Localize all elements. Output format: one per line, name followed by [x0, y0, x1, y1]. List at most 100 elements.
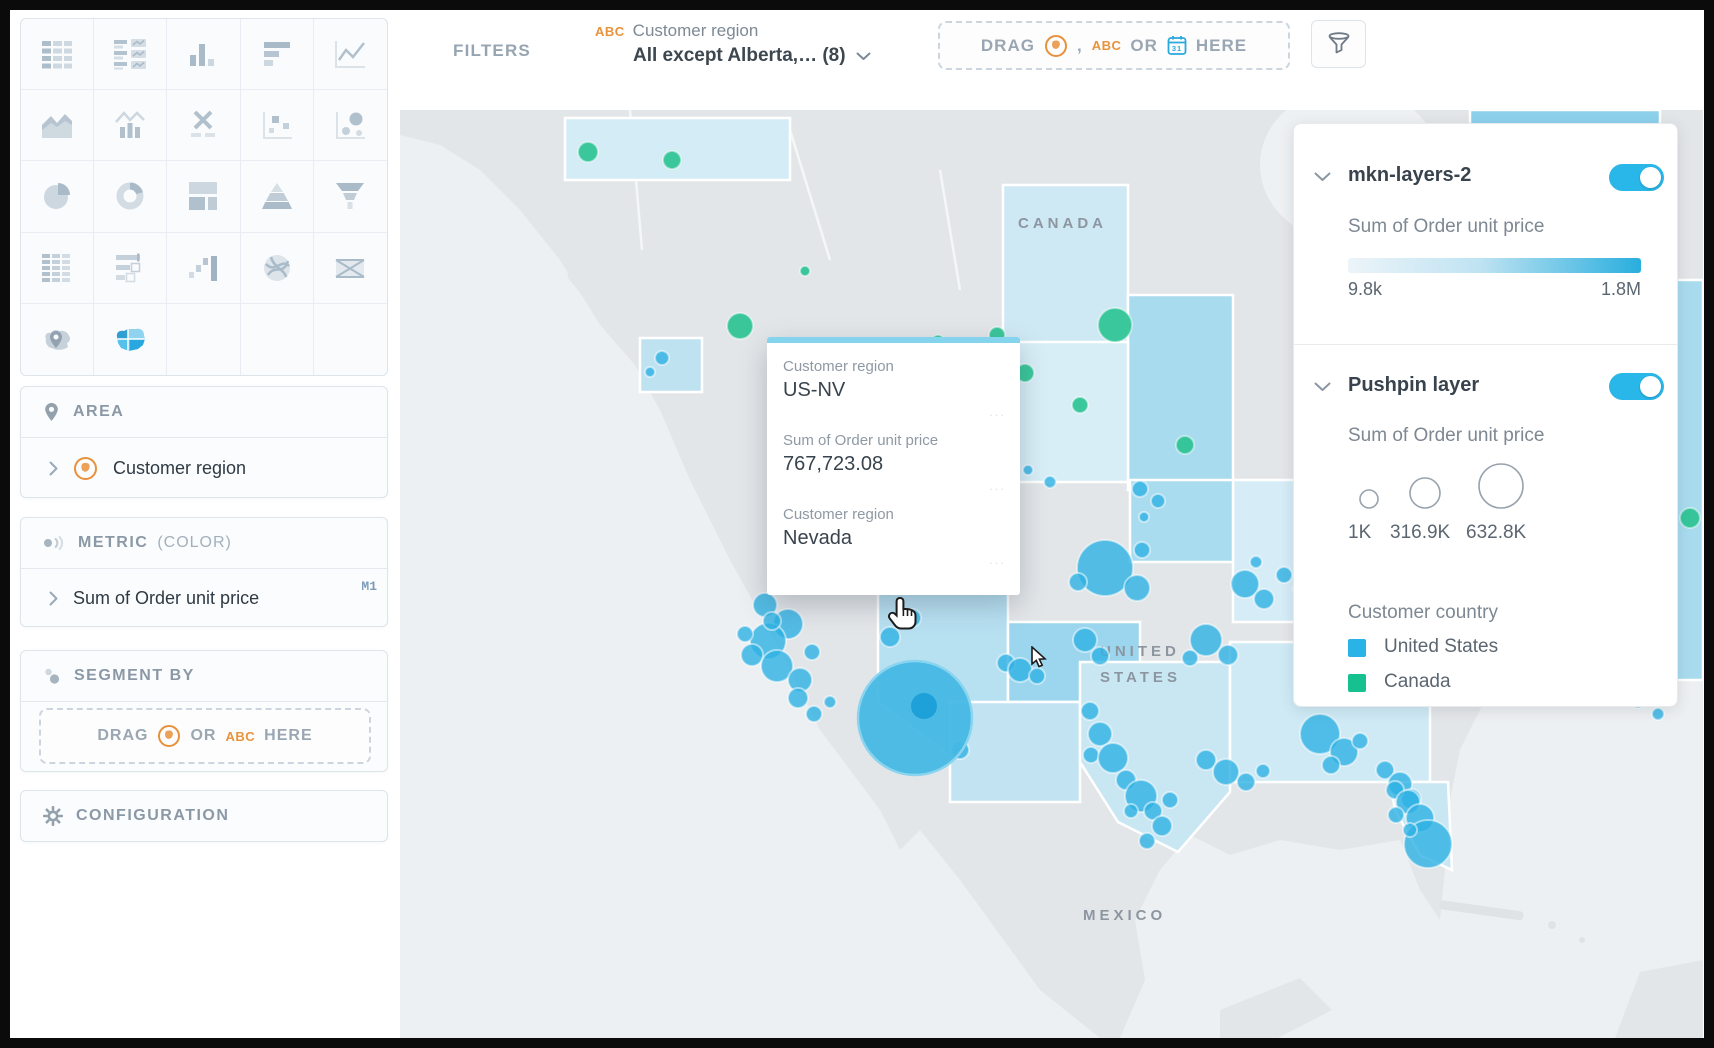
viz-funnel-chart-icon[interactable]: [313, 161, 387, 233]
metric-item-sum-order-unit-price[interactable]: Sum of Order unit price: [21, 569, 387, 628]
viz-waterfall-icon[interactable]: [167, 232, 241, 304]
chevron-down-icon[interactable]: [1314, 172, 1331, 182]
viz-bar-chart-icon[interactable]: [167, 19, 241, 91]
metric-badge: M1: [361, 579, 377, 594]
waterfall-icon: [189, 255, 218, 281]
tooltip-label: Customer region: [783, 358, 894, 375]
map-label-united: UNITED: [1100, 643, 1180, 660]
canada-legend-label: Canada: [1384, 671, 1451, 692]
donut-chart-icon: [116, 182, 144, 210]
viz-pie-chart-icon[interactable]: [21, 161, 95, 233]
filter-drop-drag-text: DRAG: [980, 35, 1035, 55]
viz-bullet-chart-icon[interactable]: [94, 232, 168, 304]
viz-histogram-icon[interactable]: [167, 90, 241, 162]
filter-chip-attribute: Customer region: [632, 21, 759, 40]
viz-donut-chart-icon[interactable]: [94, 161, 168, 233]
chevron-right-icon: [49, 461, 58, 476]
size-label-small: 1K: [1348, 522, 1372, 543]
metric-panel-title: METRIC: [78, 534, 149, 551]
viz-pyramid-icon[interactable]: [240, 161, 314, 233]
viz-map-choropleth-icon-selected[interactable]: [94, 303, 168, 375]
gradient-max-value: 1.8M: [1600, 279, 1641, 299]
canada-color-swatch: [1348, 674, 1366, 692]
area-panel-header: AREA: [21, 387, 387, 437]
kpi-grid-icon: [114, 39, 147, 70]
pie-chart-icon: [44, 183, 71, 210]
filter-chip-customer-region[interactable]: ABC Customer region All except Alberta,……: [595, 21, 871, 67]
bullet-chart-icon: [116, 253, 141, 282]
layer2-name: Pushpin layer: [1348, 374, 1480, 396]
metric-item-label: Sum of Order unit price: [73, 588, 260, 608]
filter-drop-here-text: HERE: [1195, 35, 1248, 55]
segment-drop-here-text: HERE: [264, 727, 313, 744]
app-window: AREA Customer region METRIC (COLOR) Sum …: [10, 10, 1704, 1038]
size-label-medium: 316.9K: [1390, 522, 1451, 543]
nevada-large-bubble[interactable]: [856, 659, 974, 777]
segment-by-panel: SEGMENT BY DRAG OR ABC HERE: [20, 650, 388, 772]
layer2-toggle-on[interactable]: [1609, 373, 1664, 400]
grid-icon: [42, 41, 73, 69]
configuration-panel[interactable]: CONFIGURATION: [20, 790, 388, 842]
funnel-icon: [1328, 32, 1349, 54]
viz-sankey-icon[interactable]: [313, 233, 387, 304]
viz-heat-map-icon[interactable]: [167, 161, 241, 233]
horizontal-bar-chart-icon: [263, 42, 290, 67]
segment-drop-or-text: OR: [190, 727, 217, 744]
vancouver-island: [565, 245, 615, 305]
scatter-plot-icon: [262, 112, 292, 140]
chevron-down-icon[interactable]: [1314, 382, 1331, 392]
viz-scatter-plot-icon[interactable]: [240, 90, 314, 162]
area-item-customer-region[interactable]: Customer region: [21, 438, 387, 499]
viz-line-chart-icon[interactable]: [313, 19, 387, 91]
configuration-panel-header[interactable]: CONFIGURATION: [21, 791, 387, 841]
viz-area-chart-icon[interactable]: [21, 90, 95, 162]
tooltip-value: Nevada: [783, 527, 852, 549]
united-states-color-swatch: [1348, 639, 1366, 657]
svg-text:31: 31: [1172, 44, 1182, 53]
area-item-label: Customer region: [113, 458, 247, 478]
tooltip-more-indicator: ...: [989, 552, 1006, 567]
gear-icon: [43, 806, 63, 826]
gradient-min-value: 9.8k: [1348, 279, 1383, 299]
layer1-name: mkn-layers-2: [1348, 164, 1472, 186]
filter-chip-value: All except Alberta,… (8): [633, 45, 846, 66]
map-label-states: STATES: [1100, 669, 1181, 686]
size-label-large: 632.8K: [1466, 522, 1527, 543]
geo-attribute-icon: [158, 725, 181, 747]
location-pin-icon: [45, 403, 58, 421]
filter-funnel-button[interactable]: [1311, 20, 1366, 68]
map-canvas[interactable]: CANADA UNITED STATES MEXICO: [400, 110, 1703, 1038]
abc-attribute-icon: ABC: [225, 728, 256, 744]
tooltip-label: Customer region: [783, 506, 894, 523]
combo-chart-icon: [115, 111, 146, 139]
segment-dropzone[interactable]: DRAG OR ABC HERE: [39, 708, 371, 764]
filter-dropzone[interactable]: DRAG , ABC OR 31 HERE: [938, 21, 1290, 70]
bar-chart-icon: [190, 44, 215, 67]
viz-kpi-grid-icon[interactable]: [94, 19, 168, 91]
layer1-toggle-on[interactable]: [1609, 164, 1664, 191]
metric-panel-qualifier: (COLOR): [157, 534, 232, 551]
map-tooltip: Customer region US-NV ... Sum of Order u…: [767, 337, 1020, 595]
segment-icon: [45, 668, 60, 684]
viz-bubble-chart-icon[interactable]: [313, 90, 387, 162]
viz-combo-chart-icon[interactable]: [94, 90, 168, 162]
abc-attribute-icon: ABC: [1091, 38, 1122, 53]
toggle-knob: [1640, 167, 1661, 188]
tooltip-label: Sum of Order unit price: [783, 432, 939, 449]
viz-map-pin-icon[interactable]: [21, 303, 95, 375]
abc-attribute-icon: ABC: [595, 23, 625, 39]
geo-attribute-icon: [1044, 34, 1067, 57]
viz-crosstab-icon[interactable]: [21, 232, 95, 304]
line-chart-icon: [335, 41, 366, 69]
metric-panel-header: METRIC (COLOR): [21, 518, 387, 568]
segment-panel-header: SEGMENT BY: [21, 651, 387, 701]
viz-network-icon[interactable]: [240, 232, 314, 304]
viz-horizontal-bar-chart-icon[interactable]: [240, 19, 314, 91]
viz-grid-icon[interactable]: [21, 19, 95, 91]
nevada-inner-bubble[interactable]: [911, 693, 937, 719]
area-chart-icon: [42, 114, 73, 139]
map-pin-icon: [45, 330, 71, 351]
filter-drop-or-text: OR: [1130, 35, 1158, 55]
tooltip-more-indicator: ...: [989, 478, 1006, 493]
